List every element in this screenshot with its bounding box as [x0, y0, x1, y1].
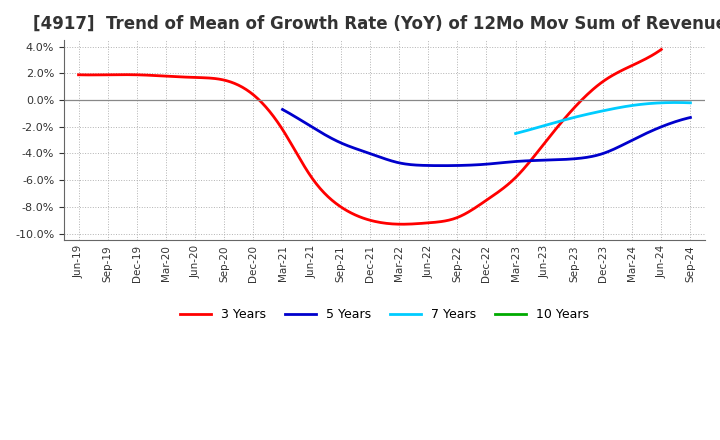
- Legend: 3 Years, 5 Years, 7 Years, 10 Years: 3 Years, 5 Years, 7 Years, 10 Years: [175, 303, 594, 326]
- Title: [4917]  Trend of Mean of Growth Rate (YoY) of 12Mo Mov Sum of Revenues: [4917] Trend of Mean of Growth Rate (YoY…: [32, 15, 720, 33]
